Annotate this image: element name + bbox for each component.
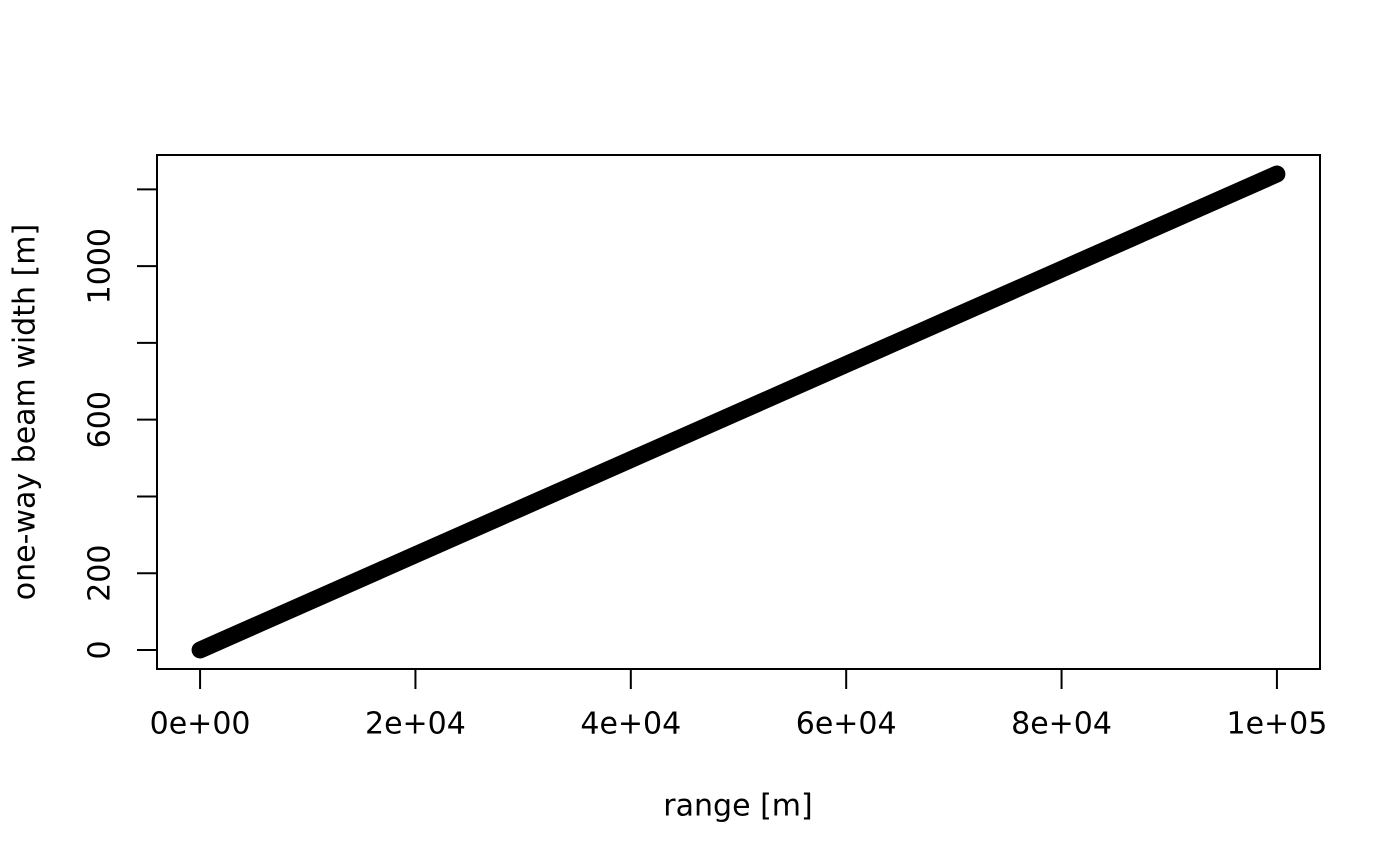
y-axis-title: one-way beam width [m] bbox=[8, 224, 43, 600]
x-axis-tick-label: 2e+04 bbox=[365, 707, 466, 742]
plot-elements: 0e+00 2e+04 4e+04 6e+04 8e+04 1e+05 0 200 600 100… bbox=[83, 154, 1327, 742]
x-axis-title: range [m] bbox=[663, 789, 812, 824]
y-axis-tick-label: 0 bbox=[83, 640, 118, 659]
y-axis-tick-label: 200 bbox=[83, 545, 118, 602]
x-axis-tick-label: 6e+04 bbox=[796, 707, 897, 742]
x-axis-tick-label: 8e+04 bbox=[1011, 707, 1112, 742]
x-axis-tick-label: 1e+05 bbox=[1226, 707, 1327, 742]
x-axis-tick-label: 0e+00 bbox=[150, 707, 251, 742]
y-axis-tick-label: 1000 bbox=[83, 228, 118, 304]
plot-box bbox=[156, 154, 1321, 670]
x-axis-tick-label: 4e+04 bbox=[580, 707, 681, 742]
y-axis-tick-label: 600 bbox=[83, 391, 118, 448]
data-line bbox=[191, 165, 1286, 659]
